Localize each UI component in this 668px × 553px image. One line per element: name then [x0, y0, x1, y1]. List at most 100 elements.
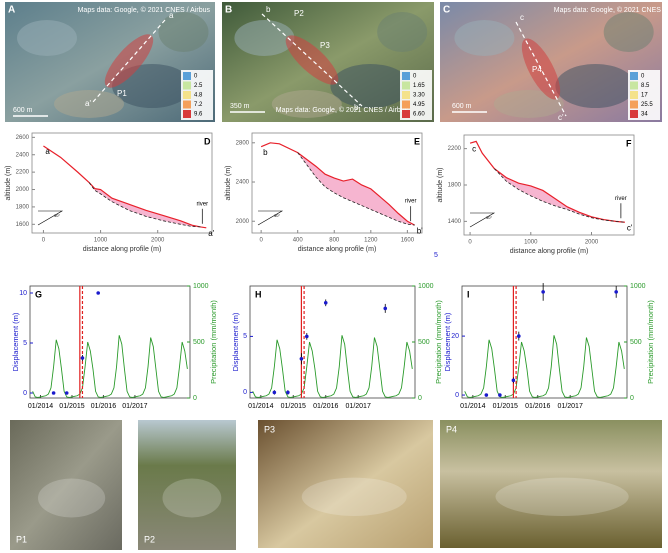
- field-photo: [138, 420, 236, 550]
- basal-surface: [297, 152, 415, 226]
- y-tick-label: 2400: [16, 152, 30, 158]
- profile-line: [261, 13, 363, 107]
- plot-frame: [461, 285, 628, 399]
- legend-label: 6.60: [413, 112, 425, 118]
- angle-icon: [469, 212, 496, 228]
- legend-label: 17: [641, 93, 648, 99]
- profile-end: a': [208, 229, 214, 238]
- x-tick-label: 01/2016: [313, 403, 338, 410]
- profile-start: b: [266, 5, 271, 14]
- displacement-point: [323, 301, 328, 305]
- y-axis-label: Displacement (m): [443, 312, 452, 371]
- x-tick-label: 01/2014: [248, 403, 273, 410]
- legend-label: 0: [413, 74, 417, 80]
- y2-axis-label: Precipitation (mm/month): [646, 300, 655, 384]
- angle-label: 30°: [274, 213, 280, 218]
- terrain: [330, 64, 411, 108]
- y-axis-label: Displacement (m): [11, 312, 20, 371]
- legend-swatch: [402, 91, 410, 99]
- deformation-zone: [521, 38, 561, 100]
- legend-swatch: [183, 100, 191, 109]
- panel-label: D: [204, 136, 211, 146]
- displacement-point: [272, 390, 277, 395]
- y-axis-label: Displacement (m): [231, 312, 240, 371]
- y-tick-label: 2600: [16, 135, 30, 141]
- legend-swatch: [630, 81, 638, 90]
- legend-swatch: [183, 110, 191, 118]
- y2-tick-label: 1000: [193, 283, 209, 290]
- displacement-point: [383, 306, 388, 311]
- y2-tick-label: 1000: [418, 283, 434, 290]
- x-tick-label: 1000: [524, 240, 538, 246]
- x-tick-label: 01/2015: [281, 403, 306, 410]
- photo-label: P4: [446, 424, 457, 434]
- river-label: river: [615, 196, 627, 202]
- photo-label: P2: [144, 534, 155, 544]
- photo-label: P1: [16, 534, 27, 544]
- displacement-point: [305, 334, 309, 339]
- terrain: [603, 12, 654, 52]
- x-tick-label: 01/2016: [525, 403, 550, 410]
- photo-texture: [38, 478, 106, 518]
- legend-swatch: [630, 100, 638, 109]
- map-credit: Maps data: Google, © 2021 CNES / Airbus: [276, 106, 409, 114]
- legend-swatch: [183, 72, 191, 80]
- profile-start: b: [263, 148, 268, 157]
- legend-label: 8.5: [641, 83, 650, 89]
- y2-tick-label: 500: [193, 339, 205, 346]
- angle-label: 30°: [54, 213, 60, 218]
- legend-label: 0: [194, 74, 198, 80]
- precipitation-line: [464, 335, 625, 398]
- y2-tick-label: 0: [193, 395, 197, 402]
- basal-surface: [494, 168, 625, 223]
- x-axis-label: distance along profile (m): [510, 248, 589, 255]
- plot-frame: [251, 132, 423, 234]
- panel-label: F: [626, 138, 632, 148]
- legend-swatch: [630, 110, 638, 118]
- x-tick-label: 01/2017: [122, 403, 147, 410]
- x-tick-label: 01/2017: [346, 403, 371, 410]
- y-tick-label: 1800: [16, 204, 30, 210]
- slide-area: [297, 152, 415, 226]
- plot-frame: [29, 285, 191, 399]
- x-tick-label: 400: [293, 238, 304, 244]
- photo-point: P1: [117, 89, 127, 98]
- y-tick-label: 2200: [16, 170, 30, 176]
- displacement-point: [541, 290, 545, 294]
- topo-profile: [43, 145, 207, 229]
- x-tick-label: 01/2015: [493, 403, 518, 410]
- angle-label: 30°: [486, 215, 492, 220]
- profile-end: c': [558, 113, 564, 122]
- scale-label: 600 m: [452, 103, 472, 110]
- displacement-point: [498, 393, 502, 397]
- angle-icon: [257, 210, 284, 226]
- y-tick-label: 2000: [16, 187, 30, 193]
- river-label: river: [405, 199, 417, 205]
- x-tick-label: 2000: [585, 240, 599, 246]
- y-tick-label: 2400: [236, 180, 250, 186]
- y-tick-label: 20: [451, 333, 459, 340]
- legend-label: 3.30: [413, 93, 425, 99]
- field-photo: [440, 420, 662, 548]
- y-tick-label: 10: [19, 290, 27, 297]
- legend-swatch: [402, 81, 410, 90]
- displacement-point: [51, 391, 56, 395]
- plot-frame: [249, 285, 416, 399]
- photo-texture: [301, 477, 407, 516]
- x-tick-label: 800: [329, 238, 340, 244]
- y-tick-label: 2000: [236, 219, 250, 225]
- displacement-point: [517, 334, 521, 338]
- terrain: [234, 20, 295, 56]
- profile-end: c': [627, 223, 633, 232]
- legend-label: 34: [641, 112, 648, 118]
- terrain: [17, 20, 77, 56]
- y2-tick-label: 500: [418, 339, 430, 346]
- x-tick-label: 1000: [94, 238, 108, 244]
- photo-texture: [162, 478, 222, 518]
- displacement-point: [286, 390, 290, 395]
- photo-label: P3: [264, 424, 275, 434]
- legend-swatch: [402, 72, 410, 80]
- x-axis-label: distance along profile (m): [83, 246, 162, 253]
- x-tick-label: 0: [42, 238, 46, 244]
